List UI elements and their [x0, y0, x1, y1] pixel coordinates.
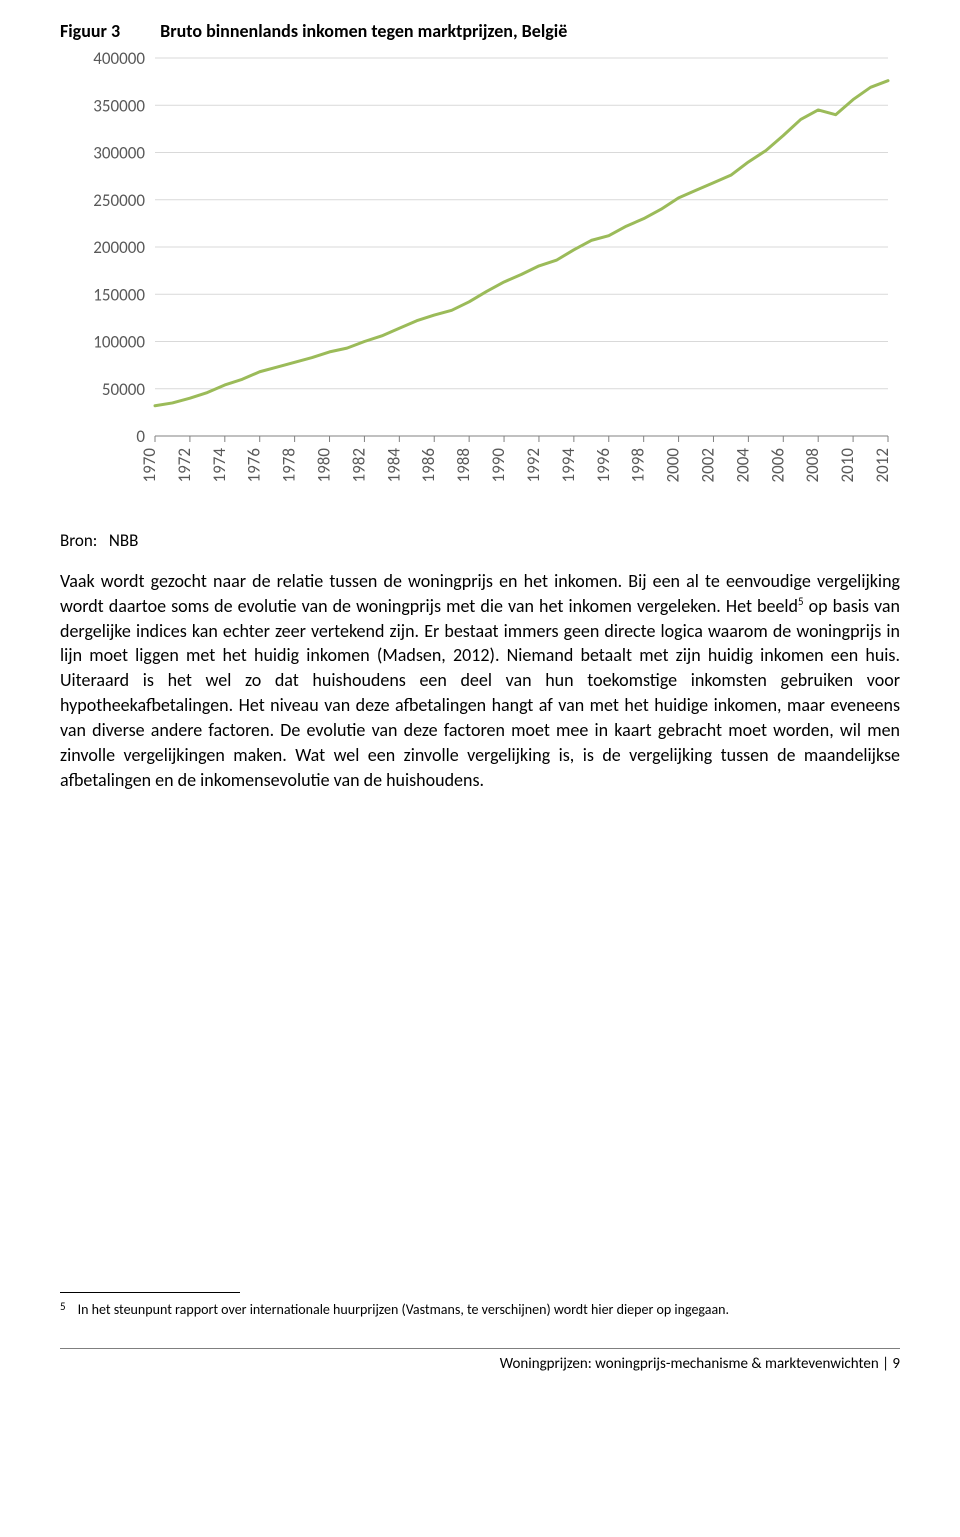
footnote-number: 5 [60, 1301, 66, 1318]
svg-text:1972: 1972 [174, 448, 195, 482]
svg-text:1990: 1990 [488, 448, 509, 483]
svg-text:1970: 1970 [139, 448, 160, 483]
svg-text:400000: 400000 [93, 48, 145, 69]
svg-text:1986: 1986 [418, 448, 439, 483]
figure-label: Figuur 3 [60, 20, 120, 42]
svg-text:350000: 350000 [93, 95, 145, 116]
chart-source: Bron: NBB [60, 530, 900, 551]
svg-text:1978: 1978 [279, 448, 300, 482]
svg-text:1974: 1974 [209, 448, 230, 483]
svg-text:1984: 1984 [383, 448, 404, 483]
svg-text:300000: 300000 [93, 143, 145, 164]
svg-text:2000: 2000 [663, 448, 684, 483]
figure-title: Bruto binnenlands inkomen tegen marktpri… [160, 20, 567, 42]
source-value: NBB [109, 530, 138, 551]
svg-text:1994: 1994 [558, 448, 579, 483]
svg-text:150000: 150000 [93, 284, 145, 305]
body-paragraph: Vaak wordt gezocht naar de relatie tusse… [60, 569, 900, 792]
svg-text:1996: 1996 [593, 448, 614, 483]
svg-text:2012: 2012 [872, 448, 893, 482]
svg-text:1976: 1976 [244, 448, 265, 483]
chart-svg: 0 50000 100000 150000 200000 250000 300000 3500… [60, 48, 900, 528]
line-chart: 0 50000 100000 150000 200000 250000 300000 3500… [60, 48, 900, 528]
svg-text:50000: 50000 [102, 379, 145, 400]
svg-text:2010: 2010 [837, 448, 858, 483]
svg-text:1992: 1992 [523, 448, 544, 482]
svg-text:1982: 1982 [348, 448, 369, 482]
svg-text:0: 0 [136, 426, 145, 447]
footnote: 5 In het steunpunt rapport over internat… [60, 1301, 900, 1318]
paragraph-post: op basis van dergelijke indices kan echt… [60, 595, 900, 791]
svg-text:100000: 100000 [93, 332, 145, 353]
svg-text:2004: 2004 [732, 448, 753, 483]
svg-text:2006: 2006 [767, 448, 788, 483]
svg-text:1980: 1980 [314, 448, 335, 483]
svg-text:2002: 2002 [697, 448, 718, 482]
footnote-separator [60, 1292, 240, 1293]
footnote-text: In het steunpunt rapport over internatio… [78, 1301, 729, 1318]
svg-text:1998: 1998 [628, 448, 649, 482]
page-footer: Woningprijzen: woningprijs-mechanisme & … [60, 1355, 900, 1373]
svg-text:1988: 1988 [453, 448, 474, 482]
footer-rule [60, 1348, 900, 1349]
source-label: Bron: [60, 530, 97, 551]
svg-text:200000: 200000 [93, 237, 145, 258]
svg-text:2008: 2008 [802, 448, 823, 482]
paragraph-pre: Vaak wordt gezocht naar de relatie tusse… [60, 570, 900, 617]
svg-text:250000: 250000 [93, 190, 145, 211]
